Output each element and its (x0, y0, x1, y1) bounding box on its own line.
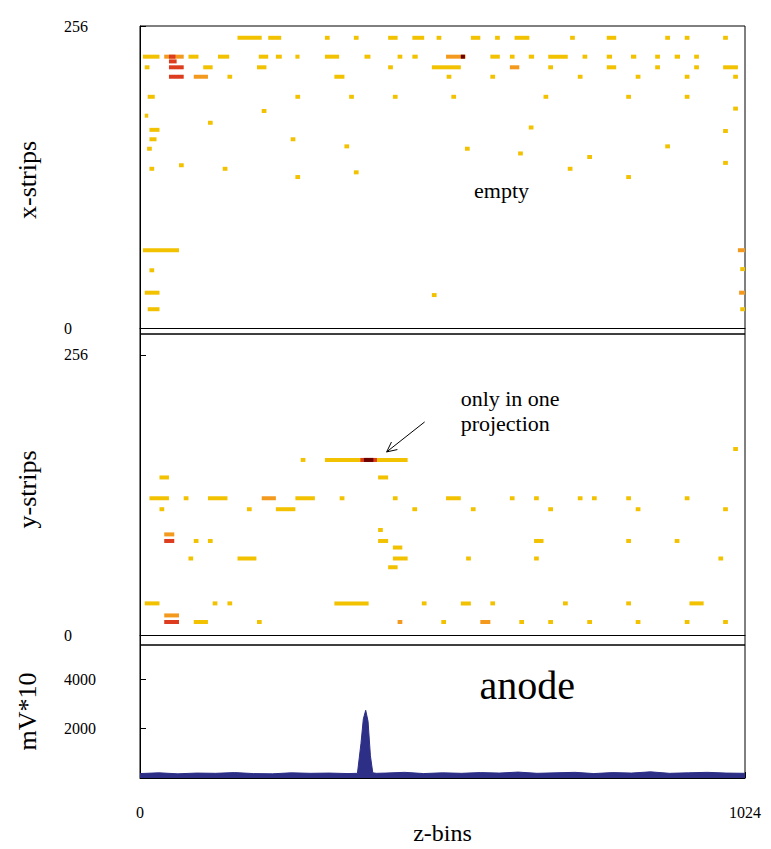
svg-text:x-strips: x-strips (13, 141, 42, 219)
svg-text:2000: 2000 (64, 720, 96, 737)
svg-text:0: 0 (64, 627, 72, 644)
svg-text:mV*10: mV*10 (13, 673, 42, 751)
svg-text:anode: anode (479, 663, 575, 708)
svg-text:0: 0 (64, 320, 72, 337)
svg-text:1024: 1024 (729, 804, 761, 821)
svg-text:0: 0 (136, 804, 144, 821)
svg-text:only in one: only in one (461, 386, 560, 411)
svg-text:4000: 4000 (64, 671, 96, 688)
svg-text:projection: projection (461, 411, 550, 436)
svg-text:empty: empty (474, 178, 529, 203)
svg-text:256: 256 (64, 18, 88, 35)
svg-text:256: 256 (64, 346, 88, 363)
svg-text:y-strips: y-strips (13, 451, 42, 529)
svg-text:z-bins: z-bins (413, 820, 472, 846)
